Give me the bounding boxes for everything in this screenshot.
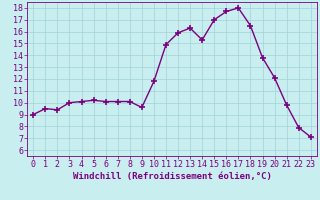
- X-axis label: Windchill (Refroidissement éolien,°C): Windchill (Refroidissement éolien,°C): [73, 172, 271, 181]
